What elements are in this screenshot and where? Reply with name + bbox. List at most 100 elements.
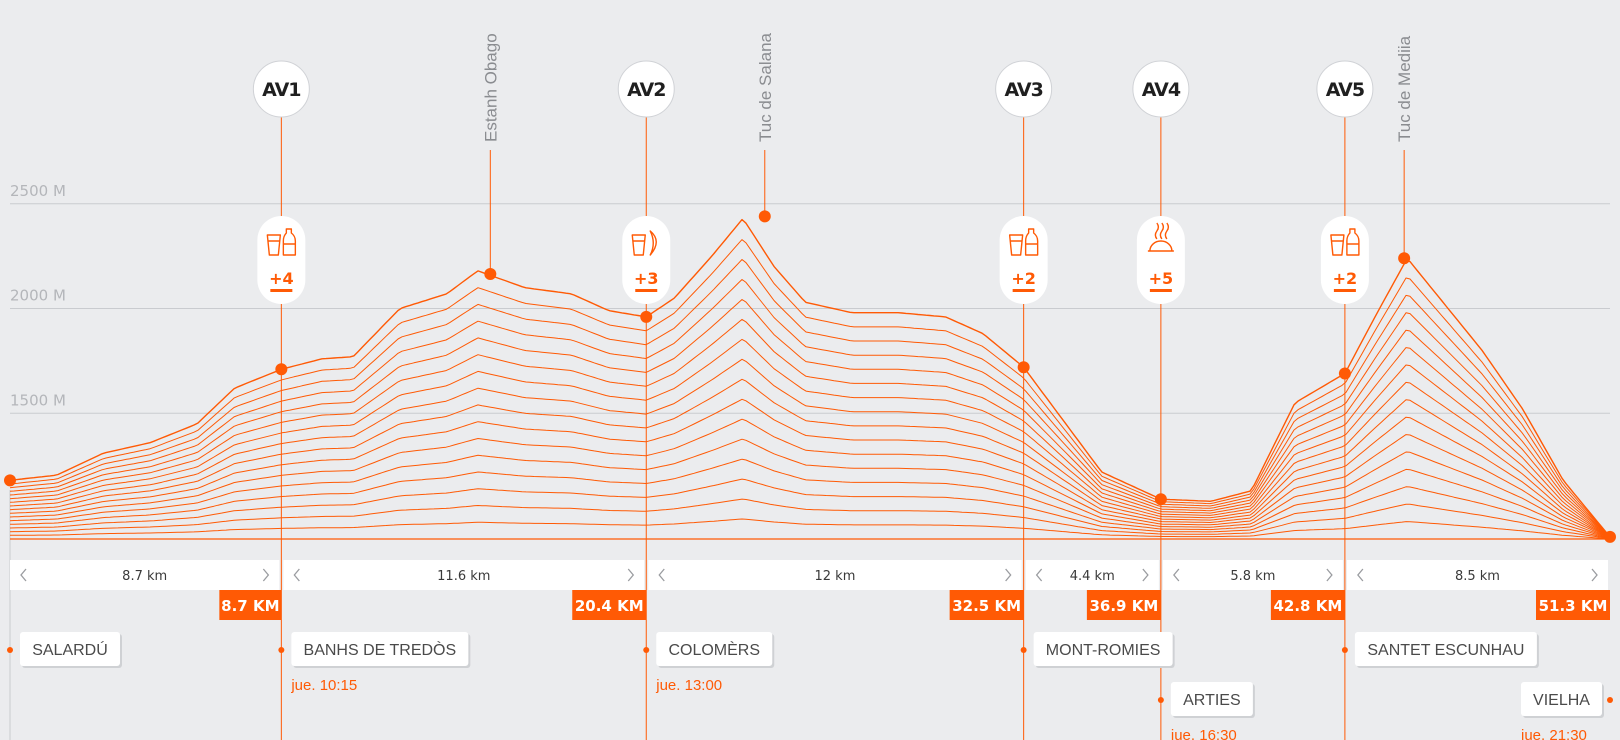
contour-line [9,478,1611,540]
supply-pill[interactable] [1320,216,1369,304]
km-marker-background [1270,590,1345,620]
badge-circle [1132,60,1190,118]
km-marker-background [1086,590,1161,620]
aid-station-code: AV5 [1326,79,1364,101]
badge-circle [617,60,675,118]
contour-line [9,338,1611,539]
segment-distance: 5.8 km [1230,569,1275,584]
aid-station-av1[interactable]: AV1 +4 [252,60,310,376]
contour-line [9,218,1611,538]
chevron-left-icon[interactable] [658,568,665,582]
steam-icon [1154,222,1170,240]
chevron-left-icon[interactable] [293,568,300,582]
place-name: COLOMÈRS [668,640,760,659]
y-tick-label: 2000 M [10,287,66,305]
finish-point [1604,530,1616,543]
aid-station-av2[interactable]: AV2 +3 [617,60,675,323]
peak-markers: Estanh Obago Tuc de Salana Tuc de Mediia [481,32,1414,280]
aid-station-code: AV2 [627,79,665,101]
km-markers: 8.7 KM 20.4 KM 32.5 KM 36.9 KM 42.8 KM 51.3 K… [219,590,1610,620]
place-box[interactable] [1170,682,1253,716]
chevron-right-icon[interactable] [1005,568,1012,582]
segment-background [283,560,645,590]
count-underline [270,289,293,292]
segment: 5.8 km [1162,560,1343,590]
chevron-right-icon[interactable] [1326,568,1333,582]
km-marker-background [219,590,282,620]
place-4[interactable]: MONT-ROMIES [1020,632,1175,668]
km-marker: 42.8 KM [1270,590,1345,620]
place-box[interactable] [1521,682,1602,716]
aid-station-badge[interactable]: AV3 [995,60,1053,118]
station-point [1017,361,1030,374]
place-1[interactable]: SALARDÚ [7,632,122,668]
chevron-right-icon[interactable] [1142,568,1149,582]
elevation-contours [4,218,1616,543]
place-5[interactable]: ARTIES jue. 16:30 [1157,682,1255,740]
chevron-right-icon[interactable] [262,568,270,582]
place-7[interactable]: VIELHA jue. 21:30 [1520,682,1613,740]
supply-pill[interactable] [999,216,1048,304]
cup-icon [266,234,282,256]
contour-line [10,518,1611,540]
badge-circle [995,60,1053,118]
contour-line [9,398,1611,539]
aid-station-av3[interactable]: AV3 +2 [995,60,1053,374]
place-dot [278,647,285,653]
place-labels: SALARDÚ BANHS DE TREDÒS jue. 10:15 COLOMÈRS… [7,632,1613,740]
contour-line [9,498,1611,540]
aid-station-av5[interactable]: AV5 +2 [1316,60,1374,380]
segment: 11.6 km [283,560,645,590]
segment-background [1346,560,1608,590]
badge-circle [252,60,310,118]
place-dot [643,647,650,653]
chevron-left-icon[interactable] [1035,568,1043,582]
segment: 8.5 km [1346,560,1608,590]
peak-point [758,210,771,223]
km-marker: 36.9 KM [1086,590,1161,620]
chevron-right-icon[interactable] [627,568,635,582]
chevron-right-icon[interactable] [1591,568,1598,582]
place-name: SANTET ESCUNHAU [1367,642,1524,659]
aid-station-code: AV3 [1004,79,1042,101]
aid-station-badge[interactable]: AV5 [1316,60,1374,118]
km-marker-background [949,590,1024,620]
segment: 4.4 km [1025,560,1159,590]
place-box[interactable] [656,632,773,666]
segment-background [1025,560,1159,590]
place-dot [1341,647,1348,653]
contour-line [9,239,1611,538]
segment-distance: 4.4 km [1070,569,1115,584]
bottle-icon [1346,228,1360,256]
place-2[interactable]: BANHS DE TREDÒS jue. 10:15 [278,632,471,694]
aid-station-badge[interactable]: AV1 [252,60,310,118]
place-6[interactable]: SANTET ESCUNHAU [1341,632,1539,668]
segment-background [1162,560,1343,590]
chevron-left-icon[interactable] [20,568,27,582]
aid-station-code: AV4 [1142,79,1181,101]
place-name: SALARDÚ [32,640,108,659]
supply-count: +2 [1011,269,1036,288]
chevron-left-icon[interactable] [1173,568,1180,582]
place-box[interactable] [20,632,120,666]
chevron-left-icon[interactable] [1357,568,1364,582]
place-box[interactable] [1354,632,1537,666]
aid-station-av4[interactable]: AV4 +5 [1132,60,1190,506]
place-box[interactable] [1033,632,1173,666]
aid-station-badge[interactable]: AV4 [1132,60,1190,118]
segment: 8.7 km [10,560,280,590]
count-underline [1012,289,1035,292]
place-dot [1607,697,1613,703]
supply-count: +4 [269,269,294,288]
aid-station-badge[interactable]: AV2 [617,60,675,118]
place-3[interactable]: COLOMÈRS jue. 13:00 [643,632,775,694]
supply-pill[interactable] [1136,216,1185,304]
contour-line [9,418,1611,539]
segment-bar: 8.7 km 11.6 km 12 km 4.4 km 5.8 km 8.5 km [10,560,1608,590]
station-point [640,310,653,323]
km-marker: 8.7 KM [219,590,282,620]
supply-pill[interactable] [257,216,306,304]
place-box[interactable] [291,632,469,666]
supply-pill[interactable] [622,216,671,304]
